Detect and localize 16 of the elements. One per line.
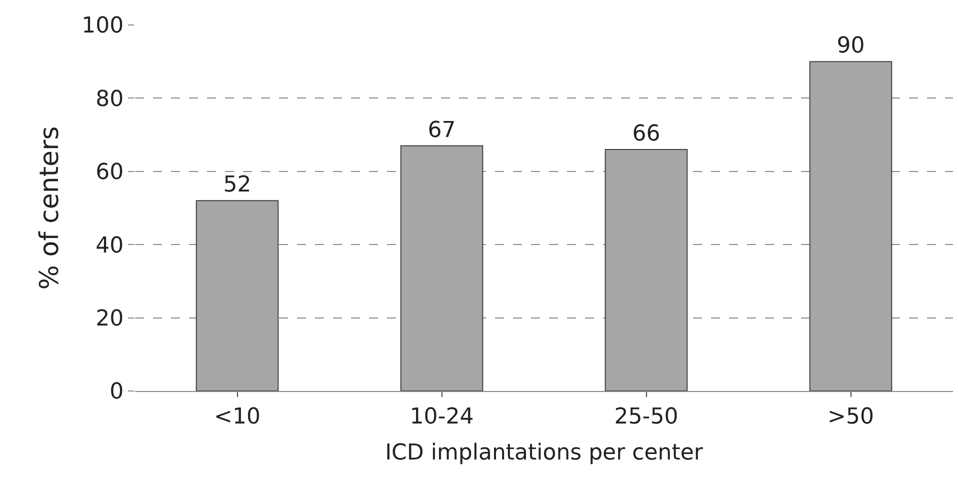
- y-tick-label: 20: [96, 306, 124, 332]
- x-tick-label: >50: [828, 404, 874, 430]
- x-tick-label: 10-24: [410, 404, 474, 430]
- data-label: 67: [428, 118, 456, 143]
- x-axis-title: ICD implantations per center: [385, 440, 704, 466]
- y-tick-label: 40: [96, 233, 124, 258]
- y-tick-label: 100: [82, 14, 124, 39]
- data-label: 66: [632, 121, 660, 146]
- y-tick-label: 60: [96, 160, 124, 186]
- data-label: 52: [223, 172, 252, 198]
- y-tick-label: 80: [96, 86, 124, 112]
- x-tick-label: 25-50: [614, 404, 678, 430]
- x-tick-label: <10: [214, 404, 260, 430]
- data-label: 90: [836, 34, 865, 59]
- y-axis-title: % of centers: [35, 126, 65, 290]
- y-tick-label: 0: [110, 380, 124, 405]
